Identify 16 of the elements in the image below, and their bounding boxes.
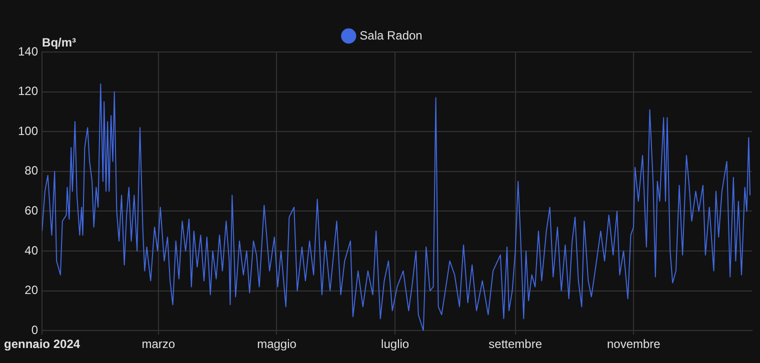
y-axis-title: Bq/m³ (42, 35, 76, 50)
x-tick-label: novembre (606, 337, 661, 352)
y-tick-label: 60 (24, 204, 38, 218)
x-tick-label: luglio (381, 337, 410, 352)
legend-label: Sala Radon (360, 28, 422, 42)
x-tick-label: marzo (142, 337, 176, 352)
y-tick-label: 140 (18, 44, 38, 58)
x-tick-label: gennaio 2024 (4, 337, 80, 352)
y-tick-label: 100 (18, 124, 38, 138)
y-tick-label: 40 (24, 243, 38, 258)
y-tick-label: 120 (18, 84, 38, 98)
y-tick-label: 80 (24, 164, 38, 178)
y-tick-label: 0 (31, 322, 38, 337)
x-tick-label: maggio (257, 337, 297, 352)
x-tick-label: settembre (488, 337, 542, 352)
y-tick-label: 20 (24, 283, 38, 298)
